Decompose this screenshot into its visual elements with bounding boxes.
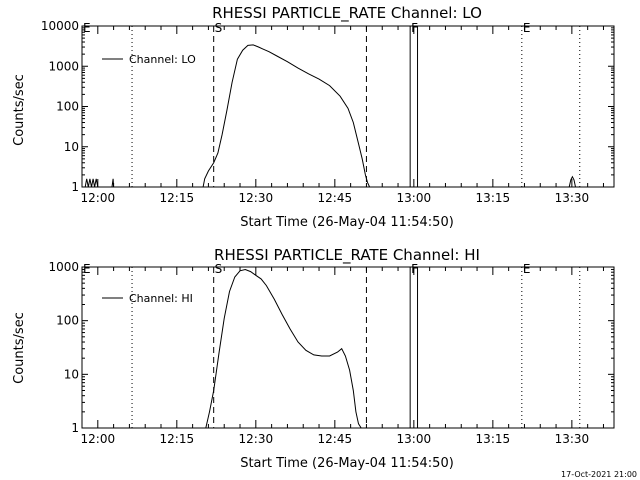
plot-area-lo: E S F E 1 10 100 1000 10000 12:00 12:15 12:30 12:45 1… <box>41 19 615 205</box>
x-tick-label-hi-6: 13:30 <box>555 432 590 446</box>
marker-label-hi-2: S <box>215 262 223 276</box>
y-tick-label-lo-4: 10000 <box>41 19 79 33</box>
plot-area-hi: E S F E 1 10 100 1000 12:00 12:15 12:30 12:45 13:00 1… <box>48 260 615 446</box>
x-tick-label-lo-0: 12:00 <box>81 191 116 205</box>
footer-timestamp: 17-Oct-2021 21:00 <box>561 470 637 479</box>
x-tick-label-hi-2: 12:30 <box>239 432 274 446</box>
legend-lo: Channel: LO <box>102 53 196 66</box>
series-line-lo-0 <box>82 44 614 188</box>
ylabel-hi: Counts/sec <box>12 312 27 384</box>
marker-label-lo-2: S <box>215 21 223 35</box>
x-tick-label-lo-3: 12:45 <box>318 191 353 205</box>
x-tick-label-lo-1: 12:15 <box>160 191 195 205</box>
xlabel-lo: Start Time (26-May-04 11:54:50) <box>240 215 454 230</box>
panel-lo: RHESSI PARTICLE_RATE Channel: LO Counts/… <box>12 4 615 230</box>
ylabel-lo: Counts/sec <box>12 74 27 146</box>
xlabel-hi: Start Time (26-May-04 11:54:50) <box>240 456 454 471</box>
marker-label-lo-0: E <box>83 21 91 35</box>
x-tick-label-hi-0: 12:00 <box>81 432 116 446</box>
x-tick-label-hi-3: 12:45 <box>318 432 353 446</box>
title-hi: RHESSI PARTICLE_RATE Channel: HI <box>214 246 480 265</box>
series-line-hi-0 <box>205 268 362 429</box>
x-tick-label-hi-5: 13:15 <box>476 432 511 446</box>
title-lo: RHESSI PARTICLE_RATE Channel: LO <box>212 4 482 23</box>
marker-label-hi-4: F <box>411 262 418 276</box>
x-tick-label-hi-1: 12:15 <box>160 432 195 446</box>
legend-hi: Channel: HI <box>102 292 193 305</box>
x-tick-label-lo-2: 12:30 <box>239 191 274 205</box>
y-tick-label-lo-0: 1 <box>71 180 79 194</box>
plot-frame-lo <box>81 25 615 188</box>
x-tick-label-lo-4: 13:00 <box>397 191 432 205</box>
panel-hi: RHESSI PARTICLE_RATE Channel: HI Counts/… <box>12 246 615 471</box>
y-tick-label-hi-0: 1 <box>71 421 79 435</box>
legend-label-hi: Channel: HI <box>129 292 193 305</box>
y-tick-label-hi-2: 100 <box>56 314 79 328</box>
legend-label-lo: Channel: LO <box>129 53 196 66</box>
marker-label-hi-6: E <box>523 262 531 276</box>
y-tick-label-lo-1: 10 <box>64 140 79 154</box>
y-tick-label-lo-2: 100 <box>56 100 79 114</box>
y-tick-label-hi-1: 10 <box>64 367 79 381</box>
x-tick-label-hi-4: 13:00 <box>397 432 432 446</box>
x-tick-label-lo-5: 13:15 <box>476 191 511 205</box>
y-tick-label-hi-3: 1000 <box>48 260 79 274</box>
y-tick-label-lo-3: 1000 <box>48 59 79 73</box>
marker-label-lo-4: F <box>411 21 418 35</box>
marker-label-lo-6: E <box>523 21 531 35</box>
x-tick-label-lo-6: 13:30 <box>555 191 590 205</box>
marker-label-hi-0: E <box>83 262 91 276</box>
